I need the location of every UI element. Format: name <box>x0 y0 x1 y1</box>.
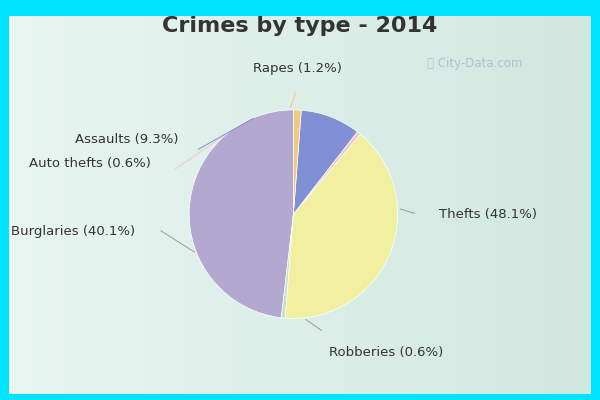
Wedge shape <box>293 110 301 214</box>
Wedge shape <box>285 134 398 318</box>
Wedge shape <box>189 110 293 318</box>
Text: ⓘ City-Data.com: ⓘ City-Data.com <box>427 57 523 70</box>
Wedge shape <box>293 132 361 214</box>
Text: Auto thefts (0.6%): Auto thefts (0.6%) <box>29 157 151 170</box>
Wedge shape <box>293 110 358 214</box>
Text: Assaults (9.3%): Assaults (9.3%) <box>75 133 178 146</box>
Text: Rapes (1.2%): Rapes (1.2%) <box>253 62 341 75</box>
Text: Burglaries (40.1%): Burglaries (40.1%) <box>11 226 134 238</box>
Text: Robberies (0.6%): Robberies (0.6%) <box>329 346 443 359</box>
Text: Crimes by type - 2014: Crimes by type - 2014 <box>163 16 437 36</box>
Text: Thefts (48.1%): Thefts (48.1%) <box>439 208 537 221</box>
Wedge shape <box>281 214 293 318</box>
